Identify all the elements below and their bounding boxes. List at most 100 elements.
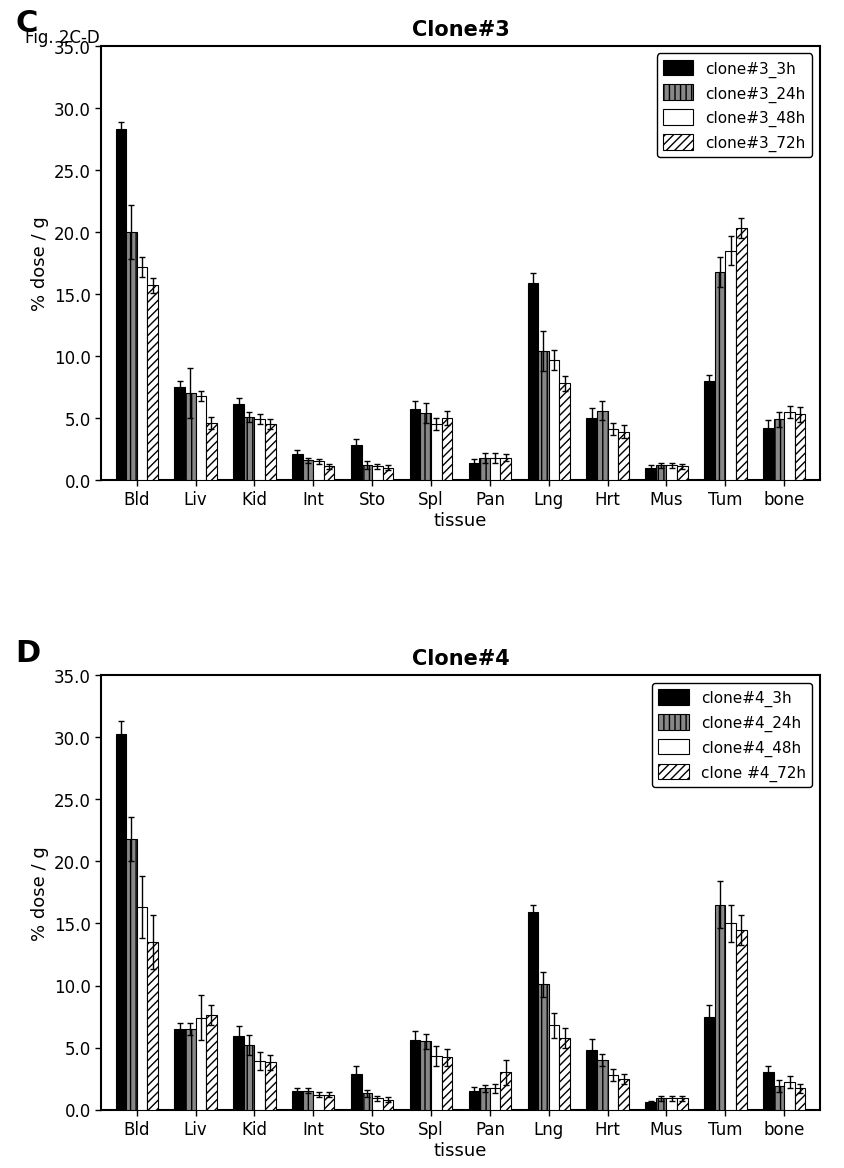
Legend: clone#4_3h, clone#4_24h, clone#4_48h, clone #4_72h: clone#4_3h, clone#4_24h, clone#4_48h, cl…	[652, 683, 811, 787]
Bar	[597, 1061, 607, 1110]
Bar	[126, 232, 137, 480]
Bar	[538, 352, 549, 480]
X-axis label: tissue: tissue	[433, 1141, 487, 1159]
Bar	[735, 930, 746, 1110]
Bar	[490, 1089, 500, 1110]
Bar	[794, 415, 804, 480]
Bar	[292, 454, 302, 480]
Title: Clone#3: Clone#3	[411, 20, 509, 40]
Bar	[762, 429, 773, 480]
Bar	[233, 405, 244, 480]
Bar	[254, 1062, 265, 1110]
Bar	[666, 1098, 676, 1110]
Bar	[735, 229, 746, 480]
Bar	[244, 1045, 254, 1110]
Bar	[185, 1029, 195, 1110]
Bar	[265, 425, 275, 480]
Bar	[762, 1072, 773, 1110]
Legend: clone#3_3h, clone#3_24h, clone#3_48h, clone#3_72h: clone#3_3h, clone#3_24h, clone#3_48h, cl…	[656, 55, 811, 158]
Bar	[773, 1086, 783, 1110]
Bar	[233, 1036, 244, 1110]
Bar	[794, 1089, 804, 1110]
Bar	[292, 1091, 302, 1110]
Bar	[420, 413, 430, 480]
Bar	[350, 446, 361, 480]
Bar	[666, 466, 676, 480]
Text: C: C	[15, 9, 37, 39]
Bar	[206, 424, 217, 480]
Bar	[409, 1041, 420, 1110]
X-axis label: tissue: tissue	[433, 512, 487, 530]
Bar	[116, 130, 126, 480]
Bar	[645, 468, 655, 480]
Bar	[441, 1057, 452, 1110]
Bar	[147, 286, 158, 480]
Bar	[244, 417, 254, 480]
Bar	[645, 1103, 655, 1110]
Bar	[618, 1078, 628, 1110]
Bar	[725, 924, 735, 1110]
Bar	[549, 360, 559, 480]
Bar	[361, 1093, 371, 1110]
Bar	[559, 1037, 570, 1110]
Bar	[479, 1089, 490, 1110]
Bar	[586, 1050, 597, 1110]
Bar	[714, 905, 725, 1110]
Bar	[371, 1098, 382, 1110]
Bar	[302, 1091, 313, 1110]
Bar	[185, 394, 195, 480]
Bar	[361, 466, 371, 480]
Bar	[500, 458, 511, 480]
Bar	[371, 467, 382, 480]
Bar	[265, 1063, 275, 1110]
Bar	[559, 384, 570, 480]
Y-axis label: % dose / g: % dose / g	[30, 846, 48, 940]
Bar	[549, 1026, 559, 1110]
Bar	[137, 267, 147, 480]
Bar	[655, 466, 666, 480]
Bar	[676, 1098, 687, 1110]
Bar	[714, 272, 725, 480]
Y-axis label: % dose / g: % dose / g	[30, 216, 48, 311]
Bar	[430, 1056, 441, 1110]
Bar	[500, 1072, 511, 1110]
Bar	[773, 419, 783, 480]
Bar	[206, 1015, 217, 1110]
Bar	[350, 1073, 361, 1110]
Bar	[783, 412, 794, 480]
Bar	[607, 1075, 618, 1110]
Bar	[441, 418, 452, 480]
Bar	[323, 467, 334, 480]
Bar	[783, 1083, 794, 1110]
Bar	[382, 1100, 393, 1110]
Bar	[655, 1098, 666, 1110]
Bar	[174, 1029, 185, 1110]
Bar	[725, 251, 735, 480]
Bar	[126, 840, 137, 1110]
Bar	[586, 418, 597, 480]
Bar	[323, 1094, 334, 1110]
Bar	[430, 425, 441, 480]
Bar	[468, 464, 479, 480]
Bar	[538, 985, 549, 1110]
Bar	[382, 468, 393, 480]
Bar	[607, 430, 618, 480]
Bar	[409, 410, 420, 480]
Bar	[527, 284, 538, 480]
Bar	[703, 1016, 714, 1110]
Bar	[618, 432, 628, 480]
Bar	[302, 460, 313, 480]
Bar	[676, 467, 687, 480]
Bar	[195, 1017, 206, 1110]
Bar	[254, 419, 265, 480]
Bar	[137, 908, 147, 1110]
Bar	[174, 388, 185, 480]
Bar	[195, 396, 206, 480]
Bar	[703, 382, 714, 480]
Bar	[479, 458, 490, 480]
Bar	[490, 458, 500, 480]
Text: D: D	[15, 638, 41, 667]
Title: Clone#4: Clone#4	[411, 648, 509, 668]
Bar	[420, 1042, 430, 1110]
Bar	[468, 1091, 479, 1110]
